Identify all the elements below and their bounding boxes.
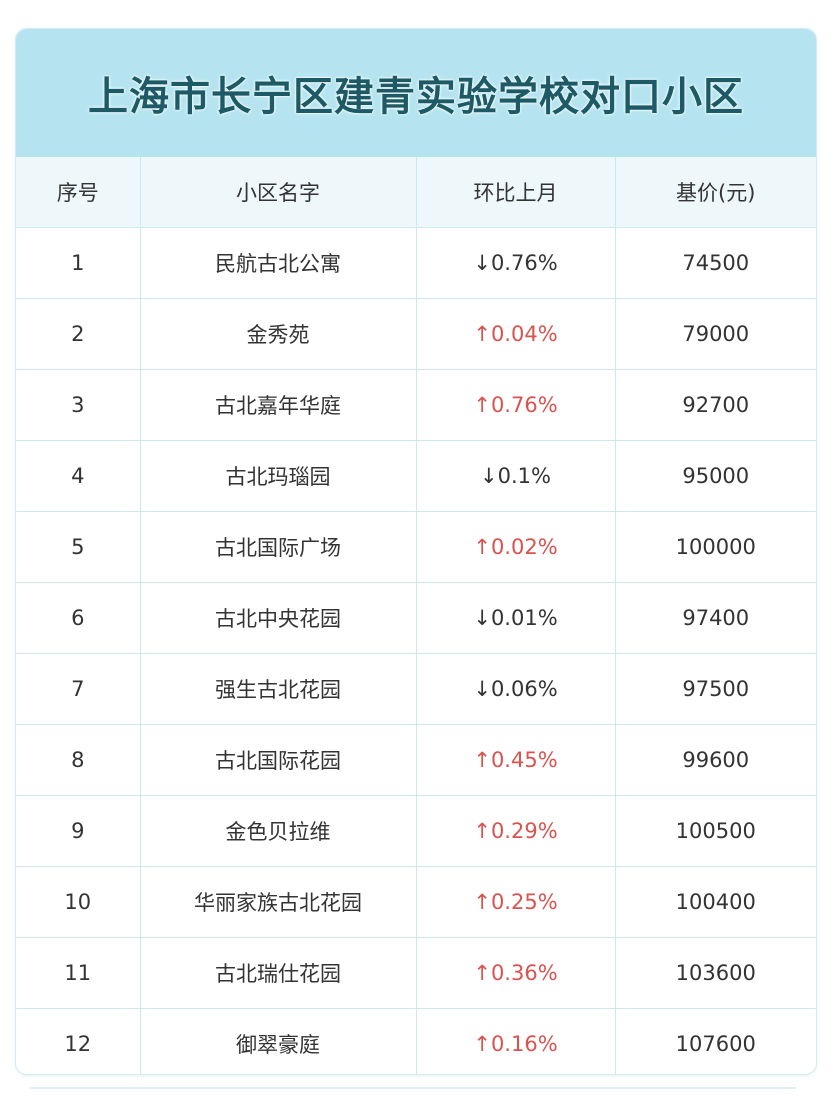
- table-row: 7 强生古北花园 ↓0.06% 97500: [16, 653, 816, 725]
- community-table: 序号 小区名字 环比上月 基价(元) 1 民航古北公寓 ↓0.76% 74500 2 金秀…: [16, 157, 816, 1074]
- page-title: 上海市长宁区建青实验学校对口小区: [88, 74, 744, 120]
- base-price: 97400: [614, 582, 816, 654]
- table-row: 11 古北瑞仕花园 ↑0.36% 103600: [16, 937, 816, 1009]
- row-index: 5: [16, 511, 141, 583]
- row-index: 10: [16, 866, 141, 938]
- table-row: 2 金秀苑 ↑0.04% 79000: [16, 298, 816, 370]
- base-price: 97500: [614, 653, 816, 725]
- header-name: 小区名字: [139, 157, 417, 228]
- community-name: 古北瑞仕花园: [139, 937, 417, 1009]
- month-change: ↑0.02%: [415, 511, 616, 583]
- row-index: 3: [16, 369, 141, 441]
- base-price: 99600: [614, 724, 816, 796]
- table-card: 上海市长宁区建青实验学校对口小区 序号 小区名字 环比上月 基价(元) 1 民航古…: [15, 28, 817, 1075]
- community-name: 民航古北公寓: [139, 227, 417, 299]
- base-price: 100000: [614, 511, 816, 583]
- community-name: 古北国际花园: [139, 724, 417, 796]
- header-change: 环比上月: [415, 157, 616, 228]
- table-row: 9 金色贝拉维 ↑0.29% 100500: [16, 795, 816, 867]
- table-header-row: 序号 小区名字 环比上月 基价(元): [16, 157, 816, 228]
- community-name: 强生古北花园: [139, 653, 417, 725]
- title-banner: 上海市长宁区建青实验学校对口小区: [16, 29, 816, 157]
- community-name: 金色贝拉维: [139, 795, 417, 867]
- month-change: ↑0.04%: [415, 298, 616, 370]
- table-row: 8 古北国际花园 ↑0.45% 99600: [16, 724, 816, 796]
- month-change: ↑0.29%: [415, 795, 616, 867]
- month-change: ↑0.25%: [415, 866, 616, 938]
- month-change: ↓0.76%: [415, 227, 616, 299]
- month-change: ↑0.45%: [415, 724, 616, 796]
- month-change: ↓0.06%: [415, 653, 616, 725]
- table-row: 10 华丽家族古北花园 ↑0.25% 100400: [16, 866, 816, 938]
- base-price: 103600: [614, 937, 816, 1009]
- community-name: 古北国际广场: [139, 511, 417, 583]
- table-row: 5 古北国际广场 ↑0.02% 100000: [16, 511, 816, 583]
- community-name: 金秀苑: [139, 298, 417, 370]
- row-index: 9: [16, 795, 141, 867]
- row-index: 1: [16, 227, 141, 299]
- row-index: 2: [16, 298, 141, 370]
- community-name: 华丽家族古北花园: [139, 866, 417, 938]
- table-row: 1 民航古北公寓 ↓0.76% 74500: [16, 227, 816, 299]
- row-index: 6: [16, 582, 141, 654]
- month-change: ↑0.36%: [415, 937, 616, 1009]
- table-row: 3 古北嘉年华庭 ↑0.76% 92700: [16, 369, 816, 441]
- base-price: 95000: [614, 440, 816, 512]
- divider: [30, 1087, 796, 1089]
- table-row: 12 御翠豪庭 ↑0.16% 107600: [16, 1008, 816, 1074]
- row-index: 12: [16, 1008, 141, 1074]
- community-name: 御翠豪庭: [139, 1008, 417, 1074]
- row-index: 11: [16, 937, 141, 1009]
- table-row: 4 古北玛瑙园 ↓0.1% 95000: [16, 440, 816, 512]
- community-name: 古北玛瑙园: [139, 440, 417, 512]
- community-name: 古北嘉年华庭: [139, 369, 417, 441]
- row-index: 7: [16, 653, 141, 725]
- base-price: 92700: [614, 369, 816, 441]
- base-price: 107600: [614, 1008, 816, 1074]
- community-name: 古北中央花园: [139, 582, 417, 654]
- month-change: ↓0.1%: [415, 440, 616, 512]
- header-price: 基价(元): [614, 157, 816, 228]
- row-index: 4: [16, 440, 141, 512]
- base-price: 100500: [614, 795, 816, 867]
- base-price: 74500: [614, 227, 816, 299]
- base-price: 100400: [614, 866, 816, 938]
- month-change: ↓0.01%: [415, 582, 616, 654]
- table-row: 6 古北中央花园 ↓0.01% 97400: [16, 582, 816, 654]
- month-change: ↑0.16%: [415, 1008, 616, 1074]
- base-price: 79000: [614, 298, 816, 370]
- header-index: 序号: [16, 157, 141, 228]
- month-change: ↑0.76%: [415, 369, 616, 441]
- row-index: 8: [16, 724, 141, 796]
